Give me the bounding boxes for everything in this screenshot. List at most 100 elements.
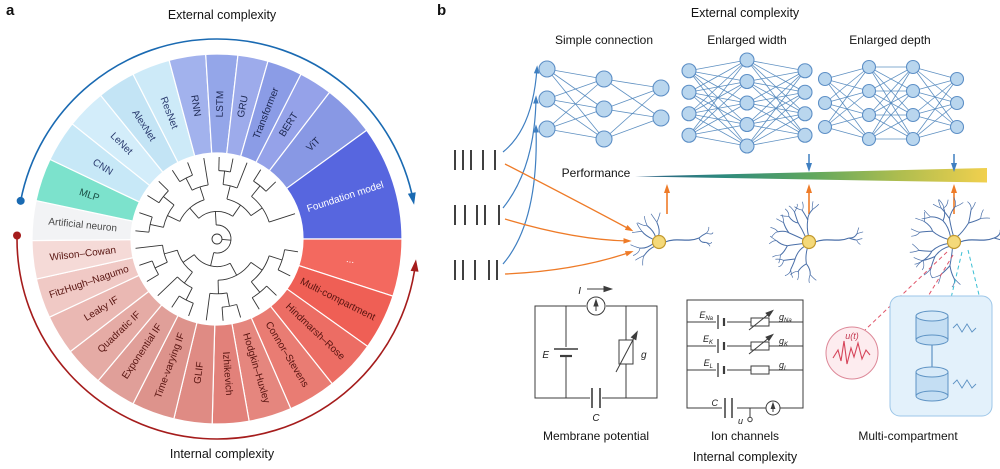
circuit-ion-channels: ENa gNa EK gK EL gL Cu bbox=[686, 299, 804, 426]
network-node bbox=[905, 107, 921, 123]
network-3 bbox=[817, 59, 965, 147]
panel-a-internal-complexity-label: Internal complexity bbox=[169, 447, 275, 461]
performance-gradient-bar bbox=[635, 168, 987, 183]
dendrogram bbox=[135, 157, 299, 321]
wedge-foundation-model bbox=[285, 129, 403, 240]
soma bbox=[946, 234, 962, 250]
circuit-label: E bbox=[542, 350, 549, 361]
network-node bbox=[739, 138, 755, 154]
network-node bbox=[797, 127, 813, 143]
network-node bbox=[538, 120, 556, 138]
network-node bbox=[739, 116, 755, 133]
network-node bbox=[861, 131, 877, 147]
circuit-membrane-potential: I E g C bbox=[534, 285, 658, 424]
circuit-label: gNa bbox=[779, 312, 792, 324]
network-node bbox=[681, 63, 697, 79]
network-title-enlarged-depth: Enlarged depth bbox=[849, 33, 931, 47]
compartment-cylinder bbox=[915, 310, 949, 322]
circuit-label: EL bbox=[704, 358, 713, 370]
wedge-label: RNN bbox=[188, 94, 202, 117]
network-node bbox=[595, 100, 613, 118]
network-1 bbox=[538, 60, 670, 148]
network-node bbox=[595, 130, 613, 148]
internal-complexity-arc bbox=[13, 231, 419, 440]
external-complexity-arc bbox=[16, 38, 416, 205]
panel-a-external-complexity-label: External complexity bbox=[167, 8, 277, 22]
performance-label: Performance bbox=[561, 166, 631, 180]
network-node bbox=[797, 63, 813, 79]
network-node bbox=[949, 95, 965, 111]
dashed-connector-cyan bbox=[967, 249, 981, 300]
network-node bbox=[681, 84, 697, 100]
network-node bbox=[905, 59, 921, 75]
axon bbox=[959, 237, 995, 243]
panel-b-label: b bbox=[437, 2, 447, 19]
mini-circuit-glyph bbox=[952, 379, 977, 389]
panel-b-figure: I E g C ENa gNa EK gK EL gL Cu u(t) bbox=[454, 52, 1000, 426]
circuit-label: gK bbox=[779, 336, 789, 348]
wedge-label: LSTM bbox=[215, 91, 227, 118]
network-node bbox=[905, 131, 921, 147]
neuron-3 bbox=[909, 197, 1000, 288]
circuit-label: C bbox=[712, 398, 719, 408]
compartment-cylinder bbox=[915, 366, 949, 378]
spike-trains bbox=[454, 150, 500, 280]
axon bbox=[814, 237, 850, 243]
wedge-label: GRU bbox=[236, 95, 251, 119]
trace-label: u(t) bbox=[845, 331, 859, 341]
network-node bbox=[538, 60, 556, 78]
wedge-wilson-cowan bbox=[31, 239, 134, 280]
soma bbox=[801, 234, 817, 250]
wedge-label: Izhikevich bbox=[220, 351, 234, 396]
network-node bbox=[739, 73, 755, 90]
network-node bbox=[949, 119, 965, 135]
network-node bbox=[949, 71, 965, 87]
network-node bbox=[861, 107, 877, 123]
mini-circuit-glyph bbox=[952, 323, 977, 333]
caption-membrane-potential: Membrane potential bbox=[542, 429, 650, 443]
network-node bbox=[817, 95, 833, 111]
dashed-connector-red bbox=[864, 251, 948, 331]
panel-b-internal-complexity-label: Internal complexity bbox=[692, 450, 798, 464]
internal-arc-dot bbox=[13, 231, 22, 240]
network-2 bbox=[681, 52, 813, 154]
network-node bbox=[739, 95, 755, 111]
network-node bbox=[681, 127, 697, 143]
caption-ion-channels: Ion channels bbox=[710, 429, 780, 443]
panel-a-label: a bbox=[6, 2, 15, 19]
network-node bbox=[817, 119, 833, 135]
network-title-simple-connection: Simple connection bbox=[554, 33, 654, 47]
neuron-1 bbox=[630, 212, 714, 266]
external-arc-dot bbox=[16, 196, 25, 205]
network-node bbox=[861, 83, 877, 99]
circuit-label: u bbox=[738, 416, 743, 426]
wedge-label: GLIF bbox=[192, 361, 206, 384]
caption-multi-compartment: Multi-compartment bbox=[858, 429, 958, 443]
circuit-label: EK bbox=[703, 334, 714, 346]
dashed-connector-cyan bbox=[950, 251, 963, 299]
axon bbox=[664, 237, 700, 243]
panel-b-external-complexity-label: External complexity bbox=[690, 6, 800, 20]
network-node bbox=[817, 71, 833, 87]
network-node bbox=[797, 84, 813, 100]
network-node bbox=[652, 109, 670, 127]
voltage-trace-magnifier bbox=[825, 326, 879, 380]
resistor bbox=[750, 341, 770, 351]
network-node bbox=[595, 70, 613, 88]
network-node bbox=[652, 79, 670, 97]
network-node bbox=[861, 59, 877, 75]
network-node bbox=[681, 106, 697, 122]
resistor bbox=[750, 365, 770, 375]
soma bbox=[651, 234, 667, 250]
network-node bbox=[739, 52, 755, 68]
resistor bbox=[750, 317, 770, 327]
network-node bbox=[538, 90, 556, 108]
dashed-connector-red bbox=[926, 254, 954, 299]
network-title-enlarged-width: Enlarged width bbox=[707, 33, 787, 47]
network-node bbox=[905, 83, 921, 99]
circuit-label: I bbox=[578, 286, 581, 297]
voltage-trace bbox=[832, 340, 871, 365]
